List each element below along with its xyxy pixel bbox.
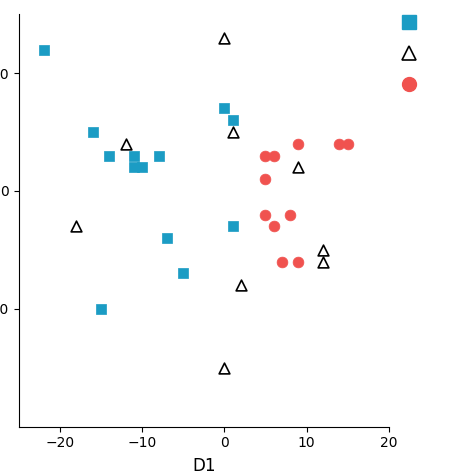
Point: [319, 258, 327, 265]
Point: [262, 211, 269, 219]
Point: [286, 211, 294, 219]
Point: [229, 117, 237, 124]
Point: [336, 140, 343, 147]
X-axis label: D1: D1: [192, 457, 216, 474]
Point: [220, 34, 228, 42]
Point: [229, 222, 237, 230]
Point: [220, 364, 228, 372]
Point: [163, 234, 171, 242]
Point: [220, 105, 228, 112]
Point: [294, 258, 302, 265]
Point: [122, 140, 129, 147]
Legend: , , : , ,: [399, 13, 421, 97]
Point: [130, 152, 138, 159]
Point: [319, 246, 327, 254]
Point: [106, 152, 113, 159]
Point: [262, 152, 269, 159]
Point: [73, 222, 80, 230]
Point: [237, 282, 245, 289]
Point: [270, 152, 277, 159]
Point: [180, 270, 187, 277]
Point: [229, 128, 237, 136]
Point: [97, 305, 105, 312]
Point: [130, 164, 138, 171]
Point: [270, 222, 277, 230]
Point: [138, 164, 146, 171]
Point: [294, 164, 302, 171]
Point: [278, 258, 286, 265]
Point: [294, 140, 302, 147]
Point: [89, 128, 97, 136]
Point: [155, 152, 163, 159]
Point: [40, 46, 47, 54]
Point: [262, 175, 269, 183]
Point: [344, 140, 351, 147]
